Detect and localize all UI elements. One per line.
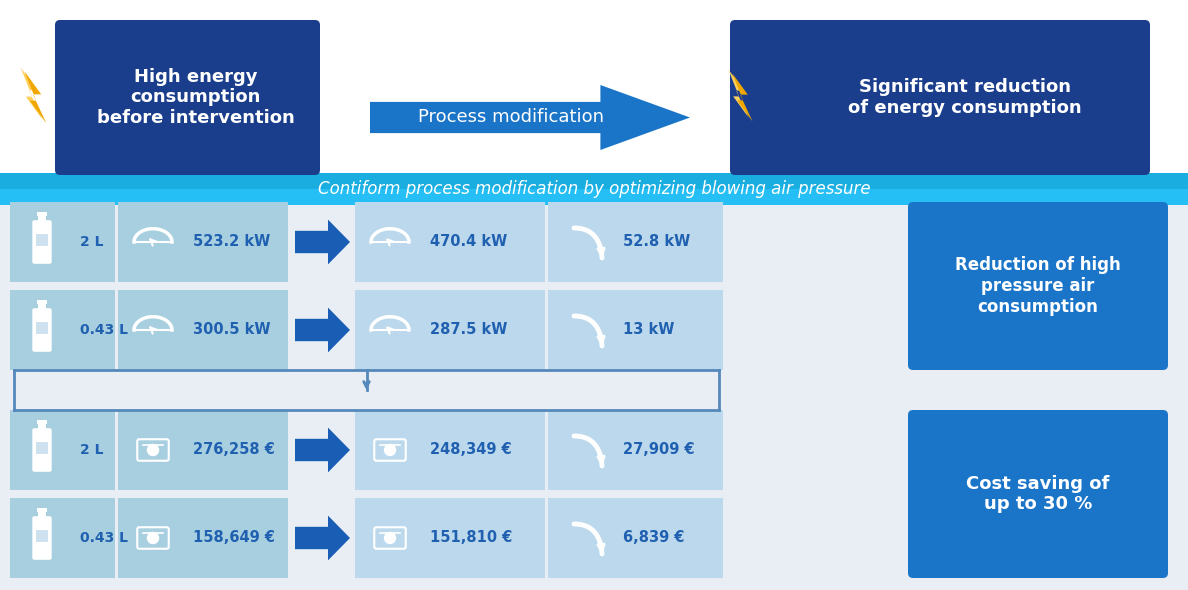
Polygon shape [25,71,46,123]
Bar [548,410,723,490]
Polygon shape [20,67,43,120]
Text: 276,258 €: 276,258 € [192,442,274,457]
Text: 287.5 kW: 287.5 kW [430,323,507,337]
Bar [37,442,48,454]
Bar [355,410,545,490]
Bar [37,420,48,424]
Text: Reduction of high
pressure air
consumption: Reduction of high pressure air consumpti… [955,256,1120,316]
FancyBboxPatch shape [729,20,1150,175]
Text: Significant reduction
of energy consumption: Significant reduction of energy consumpt… [848,78,1082,117]
Bar [118,498,287,578]
Bar [0,205,1188,590]
Polygon shape [295,428,350,473]
Bar [38,214,46,224]
Text: 2 L: 2 L [80,235,103,249]
Text: 0.43 L: 0.43 L [80,323,128,337]
Text: Contiform process modification by optimizing blowing air pressure: Contiform process modification by optimi… [317,180,871,198]
Polygon shape [732,74,752,122]
Bar [10,410,115,490]
Text: 52.8 kW: 52.8 kW [623,234,690,250]
Polygon shape [295,219,350,264]
Circle shape [385,533,396,543]
Circle shape [385,444,396,455]
Circle shape [147,444,158,455]
Text: 6,839 €: 6,839 € [623,530,684,546]
FancyBboxPatch shape [32,220,52,264]
Text: 523.2 kW: 523.2 kW [192,234,270,250]
Text: 248,349 €: 248,349 € [430,442,512,457]
Bar [38,510,46,520]
Text: 0.43 L: 0.43 L [80,531,128,545]
Bar [37,322,48,334]
Text: 300.5 kW: 300.5 kW [192,323,271,337]
Bar [37,300,48,304]
Bar [38,422,46,432]
Polygon shape [369,85,690,150]
Bar [355,290,545,370]
Bar [10,290,115,370]
Bar [118,290,287,370]
Bar [0,0,1188,190]
Text: Cost saving of
up to 30 %: Cost saving of up to 30 % [966,474,1110,513]
Text: 2 L: 2 L [80,443,103,457]
Text: 158,649 €: 158,649 € [192,530,274,546]
Bar [37,509,48,512]
Bar [0,173,1188,205]
FancyBboxPatch shape [908,410,1168,578]
Bar [37,234,48,246]
Bar [10,498,115,578]
FancyBboxPatch shape [55,20,320,175]
Bar [548,202,723,282]
FancyBboxPatch shape [32,308,52,352]
FancyBboxPatch shape [908,202,1168,370]
Text: 27,909 €: 27,909 € [623,442,695,457]
Bar [548,498,723,578]
Circle shape [147,533,158,543]
Text: Process modification: Process modification [418,109,604,126]
FancyBboxPatch shape [32,516,52,560]
Text: 151,810 €: 151,810 € [430,530,512,546]
Bar [355,202,545,282]
Bar [118,410,287,490]
Bar [355,498,545,578]
Polygon shape [295,307,350,352]
Text: 13 kW: 13 kW [623,323,675,337]
Bar [10,202,115,282]
Polygon shape [295,516,350,560]
Polygon shape [728,70,748,117]
Text: High energy
consumption
before intervention: High energy consumption before intervent… [96,68,295,127]
Bar [37,530,48,542]
FancyBboxPatch shape [32,428,52,472]
Bar [548,290,723,370]
Bar [0,189,1188,205]
Text: 470.4 kW: 470.4 kW [430,234,507,250]
Bar [38,302,46,312]
Bar [37,212,48,217]
Bar [118,202,287,282]
